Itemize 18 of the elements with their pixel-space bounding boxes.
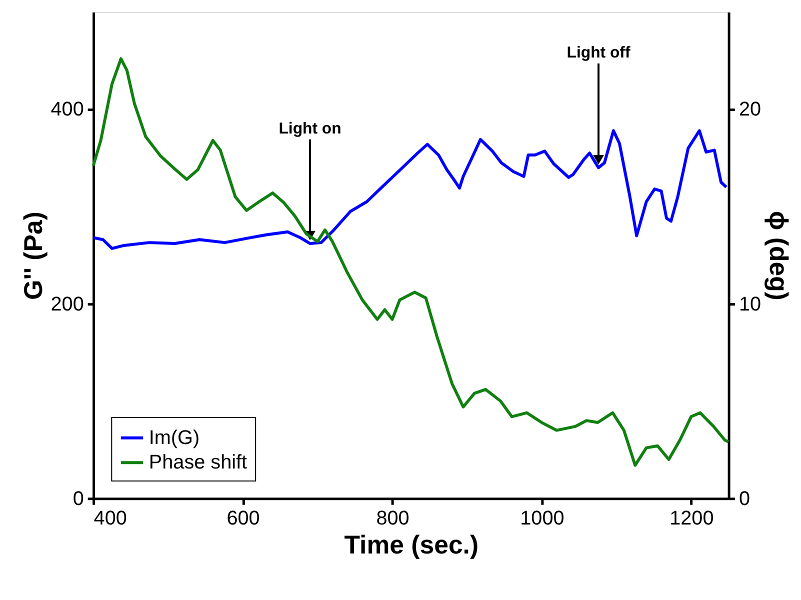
x-tick-label: 600 [226, 508, 260, 530]
y-tick-label: 200 [50, 293, 84, 316]
annotation: Light off [566, 44, 631, 62]
y2-tick-label: 10 [738, 293, 762, 316]
x-tick-label: 1000 [520, 508, 564, 530]
x-tick-label: 1200 [670, 508, 714, 530]
x-tick-label: 400 [94, 508, 127, 530]
y2-tick-label: 0 [738, 488, 750, 510]
x-tick-label: 800 [376, 508, 410, 530]
legend-label: Im(G) [148, 426, 200, 449]
y-axis-title: G'' (Pa) [20, 212, 48, 300]
y2-axis-title: ϕ (deg) [764, 210, 792, 300]
y-tick-label: 400 [50, 98, 84, 121]
y-tick-label: 0 [72, 488, 84, 510]
x-axis-title: Time (sec.) [344, 531, 479, 560]
y2-tick-label: 20 [738, 98, 762, 121]
annotation: Light on [278, 120, 342, 138]
legend-label: Phase shift [148, 452, 248, 474]
